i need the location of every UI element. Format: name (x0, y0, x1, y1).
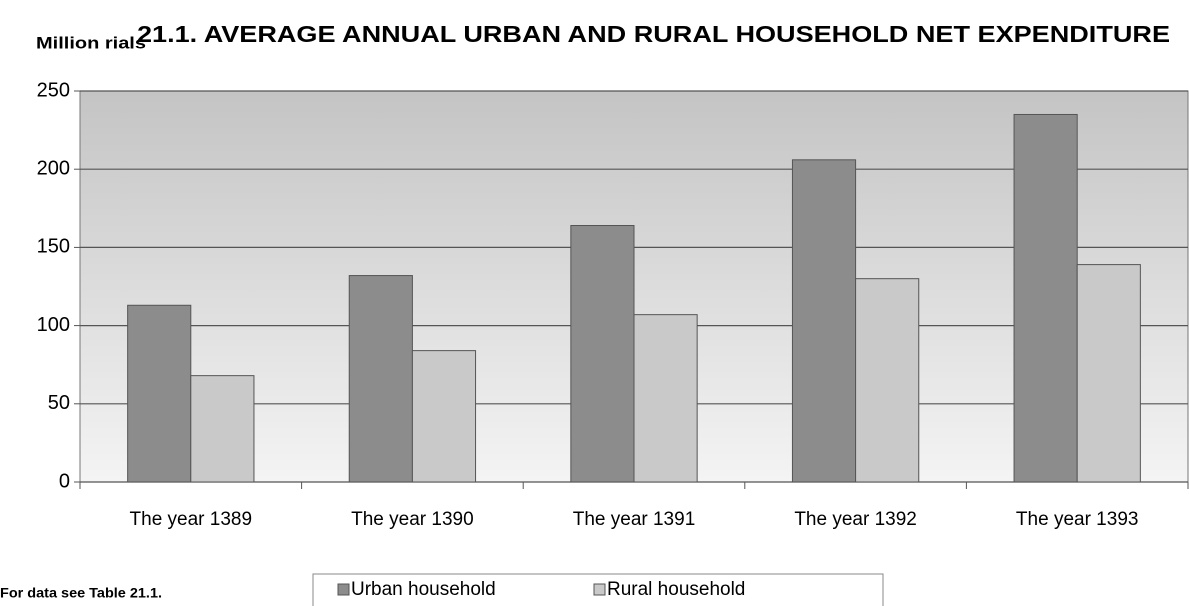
bar (348, 275, 413, 483)
bar (127, 304, 192, 483)
x-tick-label: The year 1389 (130, 509, 253, 530)
y-tick-label: 50 (48, 392, 70, 414)
y-tick-label: 150 (37, 236, 70, 258)
footnote: For data see Table 21.1. (0, 585, 162, 601)
y-axis-label: Million rials (36, 33, 146, 52)
legend-swatch (337, 583, 350, 596)
bar (855, 278, 920, 483)
bar (1013, 113, 1078, 483)
x-tick-label: The year 1393 (1016, 509, 1139, 530)
legend-label: Rural household (607, 579, 745, 600)
y-tick-label: 100 (37, 314, 70, 336)
legend-label: Urban household (351, 579, 496, 600)
y-tick-label: 250 (37, 79, 70, 101)
bar (633, 314, 698, 483)
x-tick-label: The year 1390 (351, 509, 474, 530)
bar (791, 159, 857, 483)
bar (1076, 264, 1141, 483)
bar (411, 350, 477, 483)
y-tick-label: 0 (59, 470, 70, 492)
bar (190, 375, 255, 483)
x-tick-label: The year 1392 (794, 509, 917, 530)
chart-title: 21.1. AVERAGE ANNUAL URBAN AND RURAL HOU… (137, 21, 1170, 47)
x-tick-label: The year 1391 (573, 509, 696, 530)
bar (570, 225, 635, 483)
legend-swatch (593, 583, 606, 596)
y-tick-label: 200 (37, 157, 70, 179)
